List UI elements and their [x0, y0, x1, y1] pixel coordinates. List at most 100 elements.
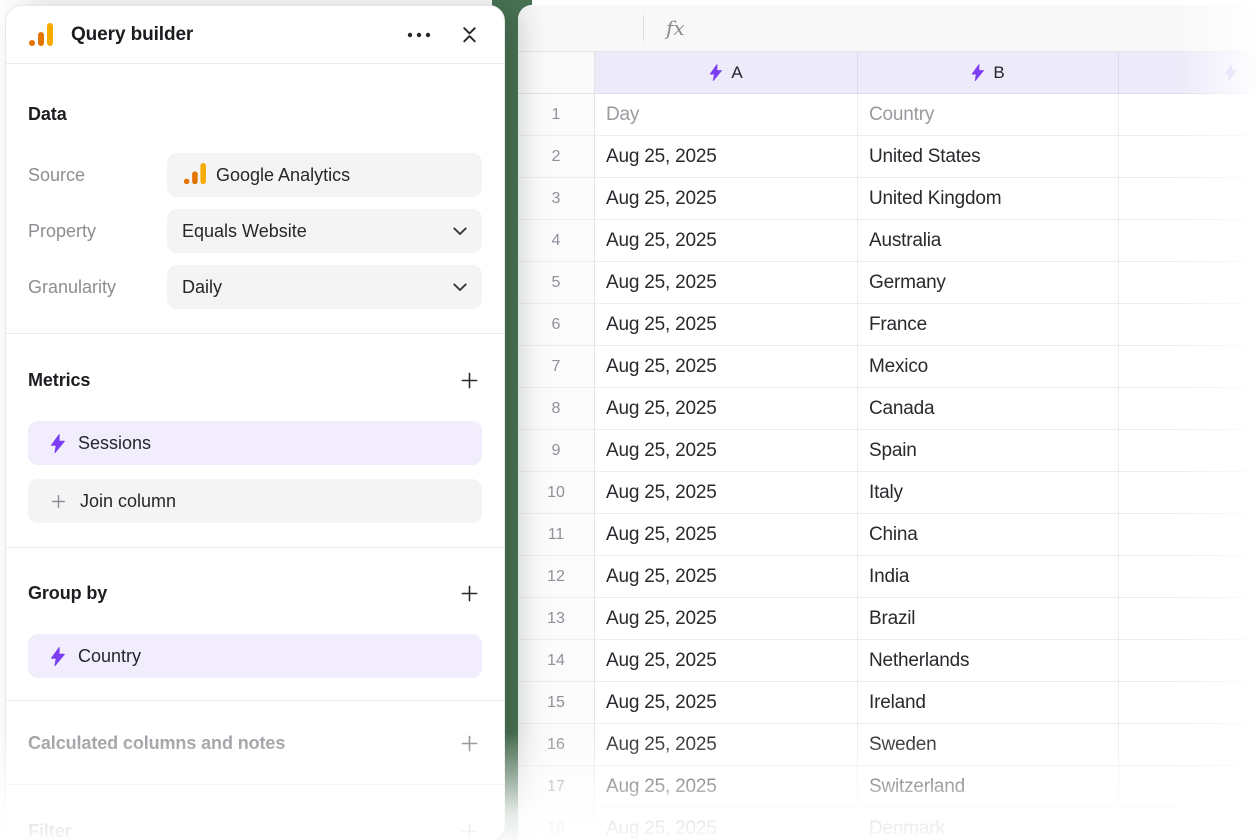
granularity-label: Granularity — [28, 276, 117, 297]
cell-day[interactable]: Aug 25, 2025 — [595, 346, 857, 388]
row-number[interactable]: 18 — [518, 808, 595, 840]
cell-empty[interactable] — [1118, 178, 1256, 220]
cell-country[interactable]: United States — [857, 136, 1118, 178]
metric-chip-sessions[interactable]: Sessions — [28, 421, 482, 465]
group-by-chip-country[interactable]: Country — [28, 634, 482, 678]
row-number[interactable]: 17 — [518, 766, 595, 808]
cell-empty[interactable] — [1118, 220, 1256, 262]
row-number[interactable]: 14 — [518, 640, 595, 682]
row-number[interactable]: 8 — [518, 388, 595, 430]
add-metric-button[interactable] — [457, 368, 482, 393]
add-filter-button[interactable] — [457, 819, 482, 839]
cell-country[interactable]: Country — [857, 94, 1118, 136]
row-number[interactable]: 9 — [518, 430, 595, 472]
cell-day[interactable]: Aug 25, 2025 — [595, 766, 857, 808]
cell-country[interactable]: Brazil — [857, 598, 1118, 640]
cell-day[interactable]: Aug 25, 2025 — [595, 304, 857, 346]
row-number[interactable]: 15 — [518, 682, 595, 724]
cell-empty[interactable] — [1118, 808, 1256, 840]
collapse-panel-button[interactable] — [457, 22, 482, 47]
cell-empty[interactable] — [1118, 640, 1256, 682]
more-options-button[interactable] — [405, 30, 433, 40]
row-number[interactable]: 10 — [518, 472, 595, 514]
row-number[interactable]: 13 — [518, 598, 595, 640]
data-section-heading: Data — [28, 104, 67, 124]
cell-country[interactable]: China — [857, 514, 1118, 556]
row-number[interactable]: 6 — [518, 304, 595, 346]
cell-empty[interactable] — [1118, 262, 1256, 304]
cell-empty[interactable] — [1118, 598, 1256, 640]
row-number[interactable]: 1 — [518, 94, 595, 136]
cell-day[interactable]: Aug 25, 2025 — [595, 220, 857, 262]
cell-country[interactable]: Germany — [857, 262, 1118, 304]
plus-icon — [461, 735, 478, 752]
row-number[interactable]: 2 — [518, 136, 595, 178]
cell-empty[interactable] — [1118, 514, 1256, 556]
row-number[interactable]: 7 — [518, 346, 595, 388]
cell-day[interactable]: Aug 25, 2025 — [595, 262, 857, 304]
cell-day[interactable]: Aug 25, 2025 — [595, 808, 857, 840]
cell-day[interactable]: Aug 25, 2025 — [595, 682, 857, 724]
column-letter: A — [731, 62, 743, 82]
cell-empty[interactable] — [1118, 766, 1256, 808]
cell-country[interactable]: Mexico — [857, 346, 1118, 388]
spreadsheet: fx A B 1 Day Country — [518, 5, 1256, 840]
source-field: Source Google Analytics — [28, 153, 482, 197]
row-number[interactable]: 12 — [518, 556, 595, 598]
cell-empty[interactable] — [1118, 682, 1256, 724]
cell-day[interactable]: Aug 25, 2025 — [595, 556, 857, 598]
cell-empty[interactable] — [1118, 346, 1256, 388]
row-number[interactable]: 3 — [518, 178, 595, 220]
cell-empty[interactable] — [1118, 472, 1256, 514]
bolt-icon — [1224, 64, 1237, 81]
cell-country[interactable]: Denmark — [857, 808, 1118, 840]
data-section: Data Source Google Analytics Property Eq… — [6, 64, 504, 333]
plus-icon — [51, 494, 66, 508]
column-header-a[interactable]: A — [595, 52, 857, 94]
row-number[interactable]: 5 — [518, 262, 595, 304]
formula-bar[interactable]: fx — [518, 5, 1256, 52]
cell-day[interactable]: Aug 25, 2025 — [595, 178, 857, 220]
cell-country[interactable]: Spain — [857, 430, 1118, 472]
cell-country[interactable]: France — [857, 304, 1118, 346]
column-header-b[interactable]: B — [857, 52, 1118, 94]
source-value-button[interactable]: Google Analytics — [167, 153, 482, 197]
cell-day[interactable]: Aug 25, 2025 — [595, 472, 857, 514]
row-number[interactable]: 16 — [518, 724, 595, 766]
cell-country[interactable]: Italy — [857, 472, 1118, 514]
cell-empty[interactable] — [1118, 556, 1256, 598]
column-header-c[interactable] — [1118, 52, 1256, 94]
cell-empty[interactable] — [1118, 94, 1256, 136]
cell-day[interactable]: Aug 25, 2025 — [595, 598, 857, 640]
cell-country[interactable]: Canada — [857, 388, 1118, 430]
cell-day[interactable]: Aug 25, 2025 — [595, 388, 857, 430]
cell-day[interactable]: Aug 25, 2025 — [595, 514, 857, 556]
cell-country[interactable]: Ireland — [857, 682, 1118, 724]
filter-section: Filter — [6, 784, 504, 839]
add-group-by-button[interactable] — [457, 581, 482, 606]
granularity-dropdown[interactable]: Daily — [167, 265, 482, 309]
select-all-corner-cell[interactable] — [518, 52, 595, 94]
cell-day[interactable]: Aug 25, 2025 — [595, 136, 857, 178]
cell-country[interactable]: Netherlands — [857, 640, 1118, 682]
cell-day[interactable]: Aug 25, 2025 — [595, 640, 857, 682]
cell-country[interactable]: United Kingdom — [857, 178, 1118, 220]
cell-country[interactable]: India — [857, 556, 1118, 598]
cell-empty[interactable] — [1118, 136, 1256, 178]
cell-empty[interactable] — [1118, 304, 1256, 346]
cell-empty[interactable] — [1118, 724, 1256, 766]
cell-country[interactable]: Australia — [857, 220, 1118, 262]
join-column-button[interactable]: Join column — [28, 479, 482, 523]
row-number[interactable]: 11 — [518, 514, 595, 556]
cell-empty[interactable] — [1118, 388, 1256, 430]
cell-day[interactable]: Aug 25, 2025 — [595, 430, 857, 472]
cell-day[interactable]: Day — [595, 94, 857, 136]
property-dropdown[interactable]: Equals Website — [167, 209, 482, 253]
cell-day[interactable]: Aug 25, 2025 — [595, 724, 857, 766]
table-row: 9 Aug 25, 2025 Spain — [518, 430, 1256, 472]
cell-country[interactable]: Sweden — [857, 724, 1118, 766]
cell-country[interactable]: Switzerland — [857, 766, 1118, 808]
cell-empty[interactable] — [1118, 430, 1256, 472]
add-calculated-column-button[interactable] — [457, 731, 482, 756]
row-number[interactable]: 4 — [518, 220, 595, 262]
